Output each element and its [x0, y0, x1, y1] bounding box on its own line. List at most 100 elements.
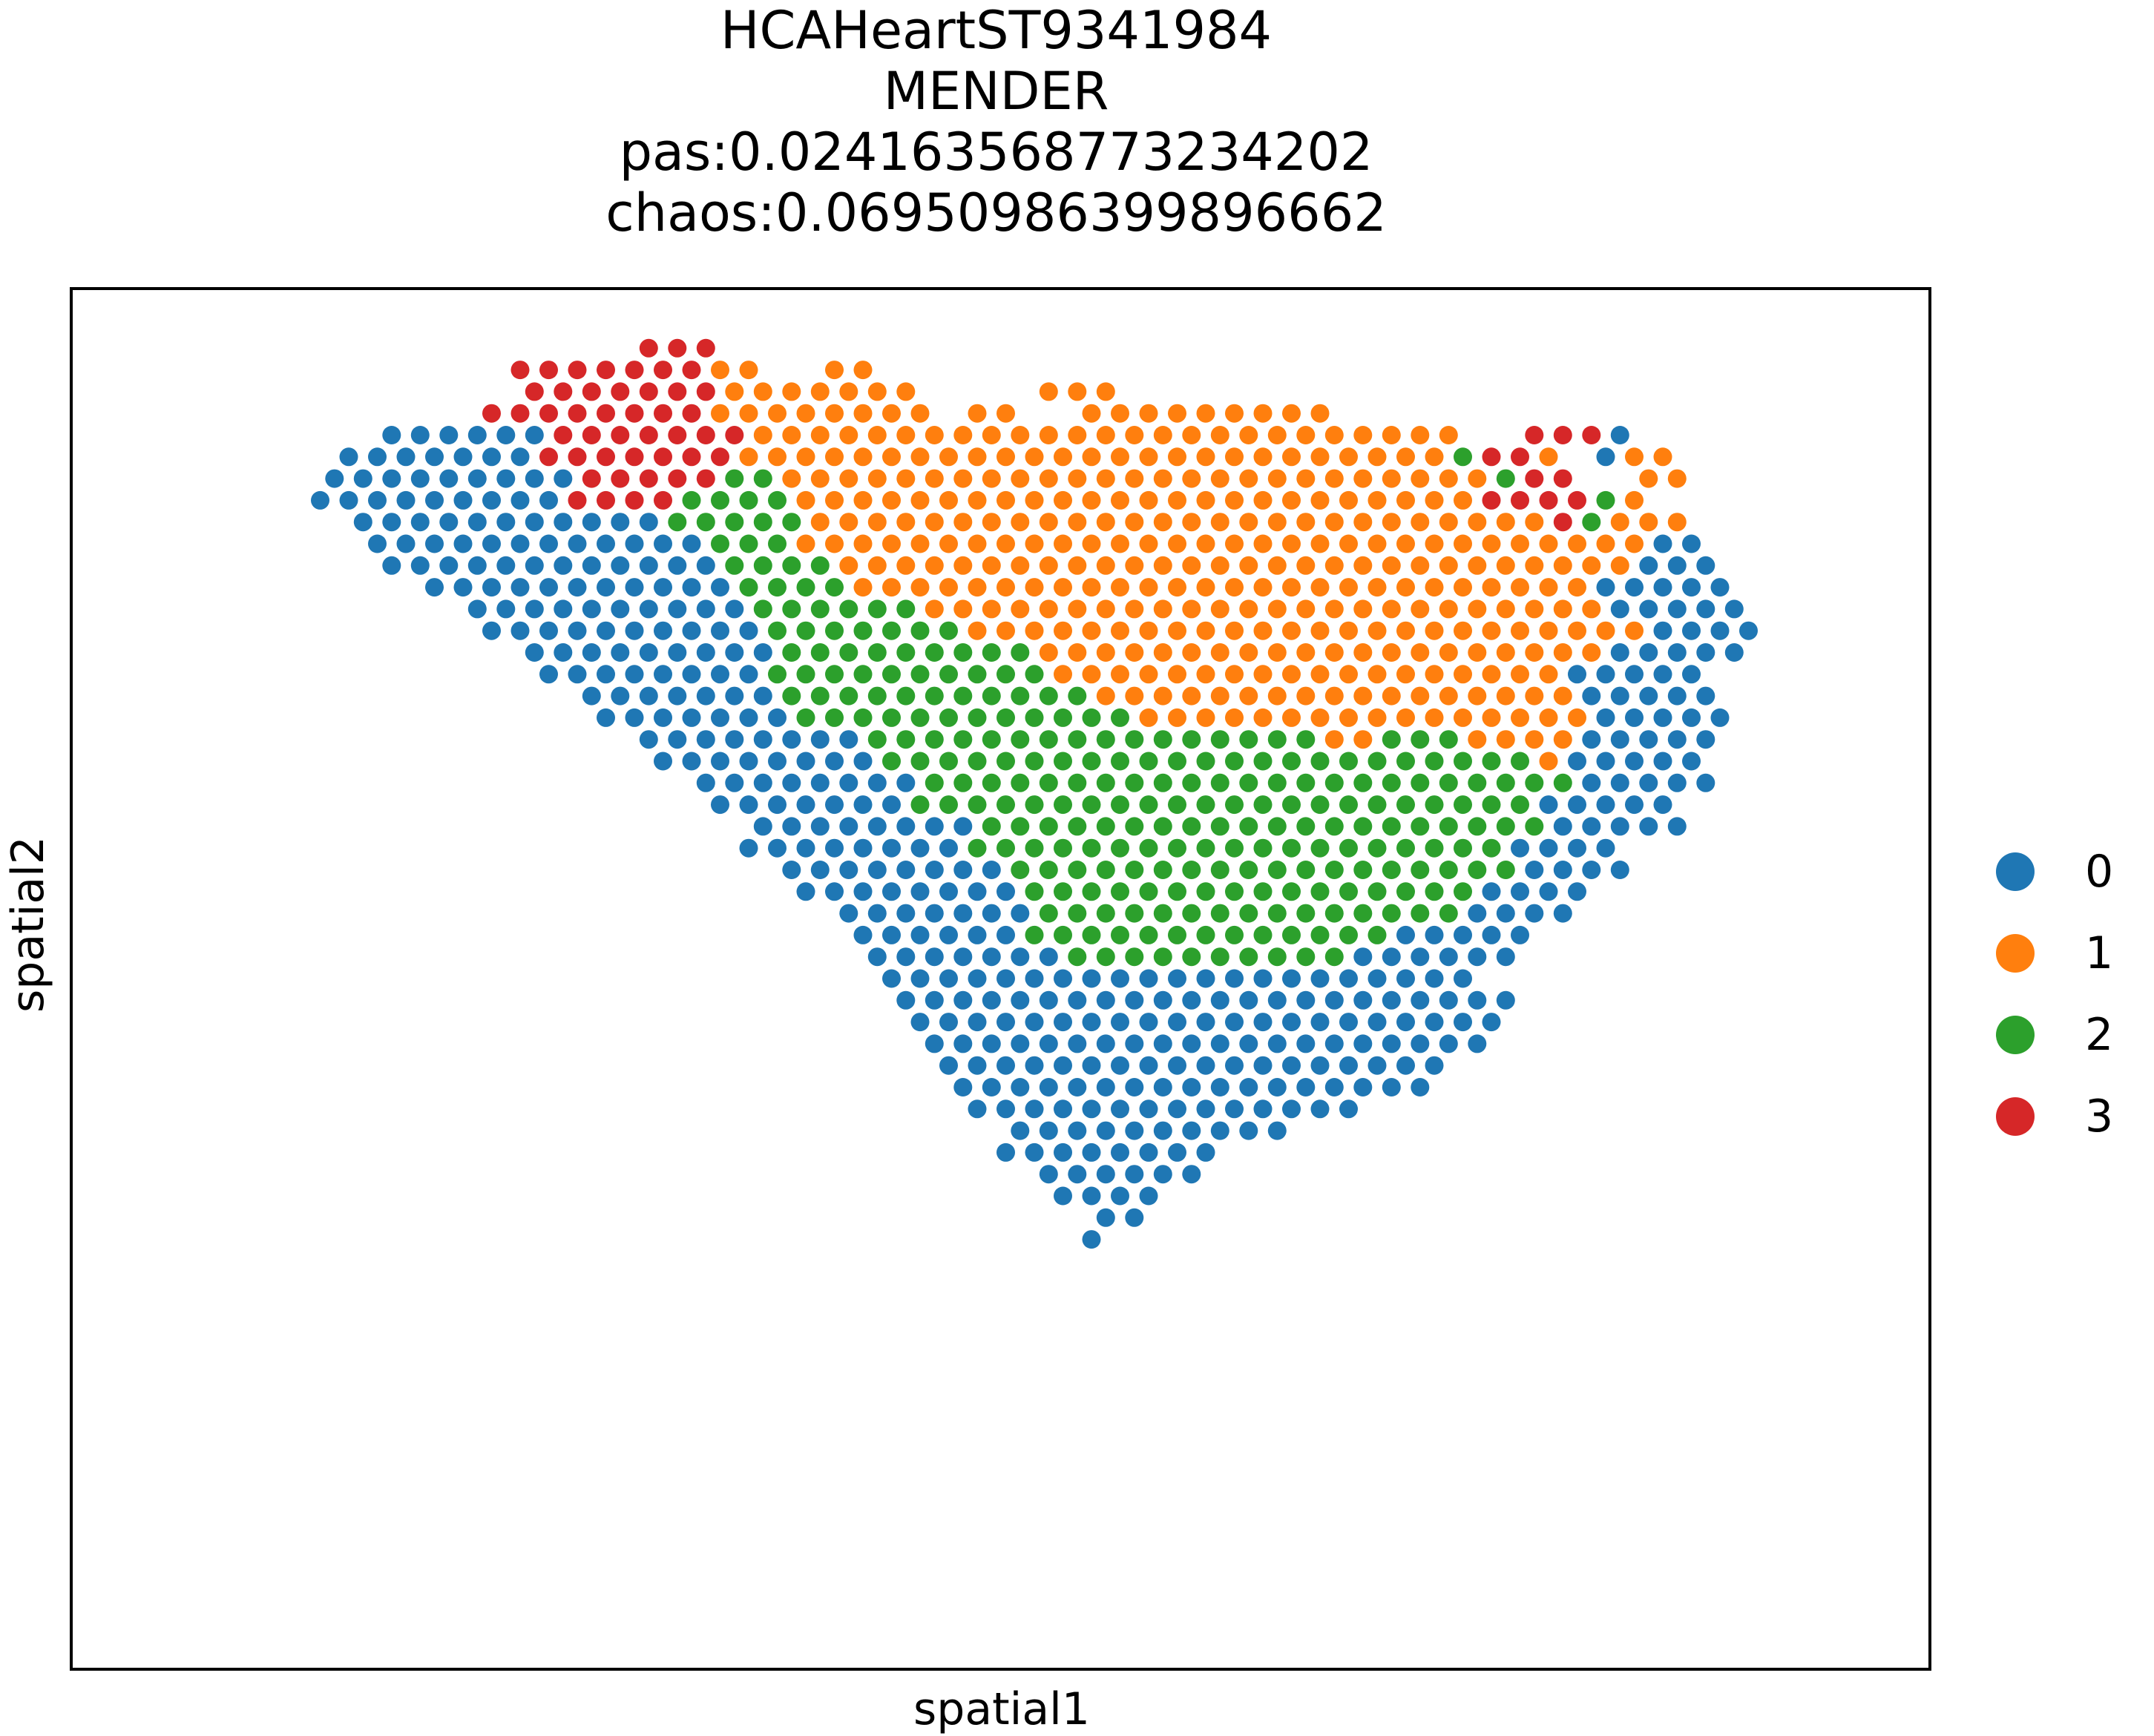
spot-cluster-1	[1496, 643, 1515, 662]
spot-cluster-0	[1125, 1078, 1144, 1096]
spot-cluster-0	[611, 643, 630, 662]
spot-cluster-0	[582, 599, 601, 619]
spot-cluster-2	[1253, 882, 1273, 901]
spot-cluster-0	[1710, 578, 1730, 597]
spot-cluster-1	[782, 426, 801, 444]
spot-cluster-2	[1239, 861, 1258, 879]
spot-cluster-0	[910, 969, 930, 988]
spot-cluster-1	[1196, 578, 1215, 597]
spot-cluster-2	[682, 490, 701, 510]
spot-cluster-0	[953, 904, 973, 923]
spot-cluster-0	[1210, 990, 1229, 1010]
spot-cluster-3	[482, 404, 501, 423]
spot-cluster-1	[882, 578, 901, 597]
spot-cluster-3	[696, 426, 715, 444]
spot-cluster-1	[1239, 599, 1258, 619]
spot-cluster-1	[1639, 513, 1658, 532]
spot-cluster-1	[1539, 752, 1558, 771]
legend-marker-3	[1996, 1097, 2035, 1136]
spot-cluster-3	[510, 361, 530, 380]
spot-cluster-1	[796, 447, 815, 467]
spot-cluster-2	[1296, 730, 1316, 749]
spot-cluster-1	[1096, 513, 1115, 532]
spot-cluster-1	[1339, 490, 1358, 510]
spot-cluster-3	[654, 361, 672, 380]
spot-cluster-0	[1667, 556, 1687, 575]
spot-cluster-3	[639, 382, 658, 401]
spot-cluster-2	[1454, 882, 1472, 901]
spot-cluster-0	[510, 490, 530, 510]
spot-cluster-3	[597, 447, 615, 467]
spot-cluster-0	[582, 513, 601, 532]
spot-cluster-0	[1339, 1056, 1358, 1075]
spot-cluster-0	[1696, 556, 1715, 575]
spot-cluster-1	[839, 556, 858, 575]
spot-cluster-1	[1367, 534, 1387, 553]
spot-cluster-1	[1396, 534, 1415, 553]
spot-cluster-0	[1282, 969, 1301, 988]
spot-cluster-2	[1025, 882, 1044, 901]
spot-cluster-0	[1382, 947, 1401, 967]
spot-cluster-0	[453, 534, 473, 553]
spot-cluster-1	[853, 404, 873, 423]
spot-cluster-1	[882, 404, 901, 423]
spot-cluster-0	[996, 1013, 1015, 1032]
spot-cluster-3	[582, 426, 601, 444]
spot-cluster-0	[768, 795, 787, 815]
chart-title: HCAHeartST9341984 MENDER pas:0.024163568…	[0, 0, 1992, 243]
legend-item-2: 2	[1996, 994, 2113, 1076]
spot-cluster-2	[1054, 925, 1072, 944]
spot-cluster-0	[996, 969, 1015, 988]
spot-cluster-1	[1667, 469, 1687, 488]
spot-cluster-1	[1496, 686, 1515, 706]
spot-cluster-2	[1425, 795, 1444, 815]
spot-cluster-3	[1582, 426, 1601, 444]
spot-cluster-0	[1111, 1142, 1129, 1162]
spot-cluster-1	[1339, 534, 1358, 553]
spot-cluster-1	[1011, 426, 1030, 444]
spot-cluster-0	[1068, 1078, 1087, 1096]
spot-cluster-0	[1011, 1078, 1030, 1096]
spot-cluster-0	[1267, 1121, 1287, 1140]
spot-cluster-1	[1182, 469, 1201, 488]
spot-cluster-0	[353, 513, 372, 532]
spot-cluster-3	[682, 404, 701, 423]
spot-cluster-1	[1225, 621, 1244, 640]
spot-cluster-0	[1596, 665, 1615, 684]
spot-cluster-2	[825, 708, 844, 727]
spot-cluster-0	[1054, 1186, 1072, 1206]
spot-cluster-0	[711, 578, 729, 597]
spot-cluster-2	[1153, 730, 1172, 749]
spot-cluster-1	[1139, 447, 1158, 467]
spot-cluster-0	[867, 773, 887, 792]
spot-cluster-0	[753, 773, 772, 792]
spot-cluster-0	[996, 1056, 1015, 1075]
spot-cluster-0	[1082, 1013, 1101, 1032]
spot-cluster-0	[682, 665, 701, 684]
spot-cluster-2	[1082, 925, 1101, 944]
spot-cluster-1	[1525, 599, 1544, 619]
spot-cluster-3	[568, 361, 587, 380]
spot-cluster-0	[1382, 1078, 1401, 1096]
spot-cluster-0	[396, 490, 416, 510]
spot-cluster-1	[953, 556, 973, 575]
spot-cluster-1	[1625, 621, 1644, 640]
spot-cluster-1	[996, 578, 1015, 597]
spot-cluster-0	[1111, 1186, 1129, 1206]
spot-cluster-3	[668, 338, 687, 358]
spot-cluster-0	[1353, 1078, 1373, 1096]
spot-cluster-1	[1054, 490, 1072, 510]
spot-cluster-1	[1168, 578, 1186, 597]
spot-cluster-2	[1468, 817, 1487, 836]
spot-cluster-2	[1182, 817, 1201, 836]
spot-cluster-2	[968, 795, 987, 815]
spot-cluster-1	[867, 556, 887, 575]
spot-cluster-1	[1096, 382, 1115, 401]
spot-cluster-3	[554, 382, 573, 401]
spot-cluster-0	[1525, 861, 1544, 879]
spot-cluster-2	[1267, 773, 1287, 792]
spot-cluster-1	[1111, 447, 1129, 467]
spot-cluster-1	[1382, 643, 1401, 662]
spot-cluster-1	[1054, 534, 1072, 553]
spot-cluster-0	[1111, 1013, 1129, 1032]
